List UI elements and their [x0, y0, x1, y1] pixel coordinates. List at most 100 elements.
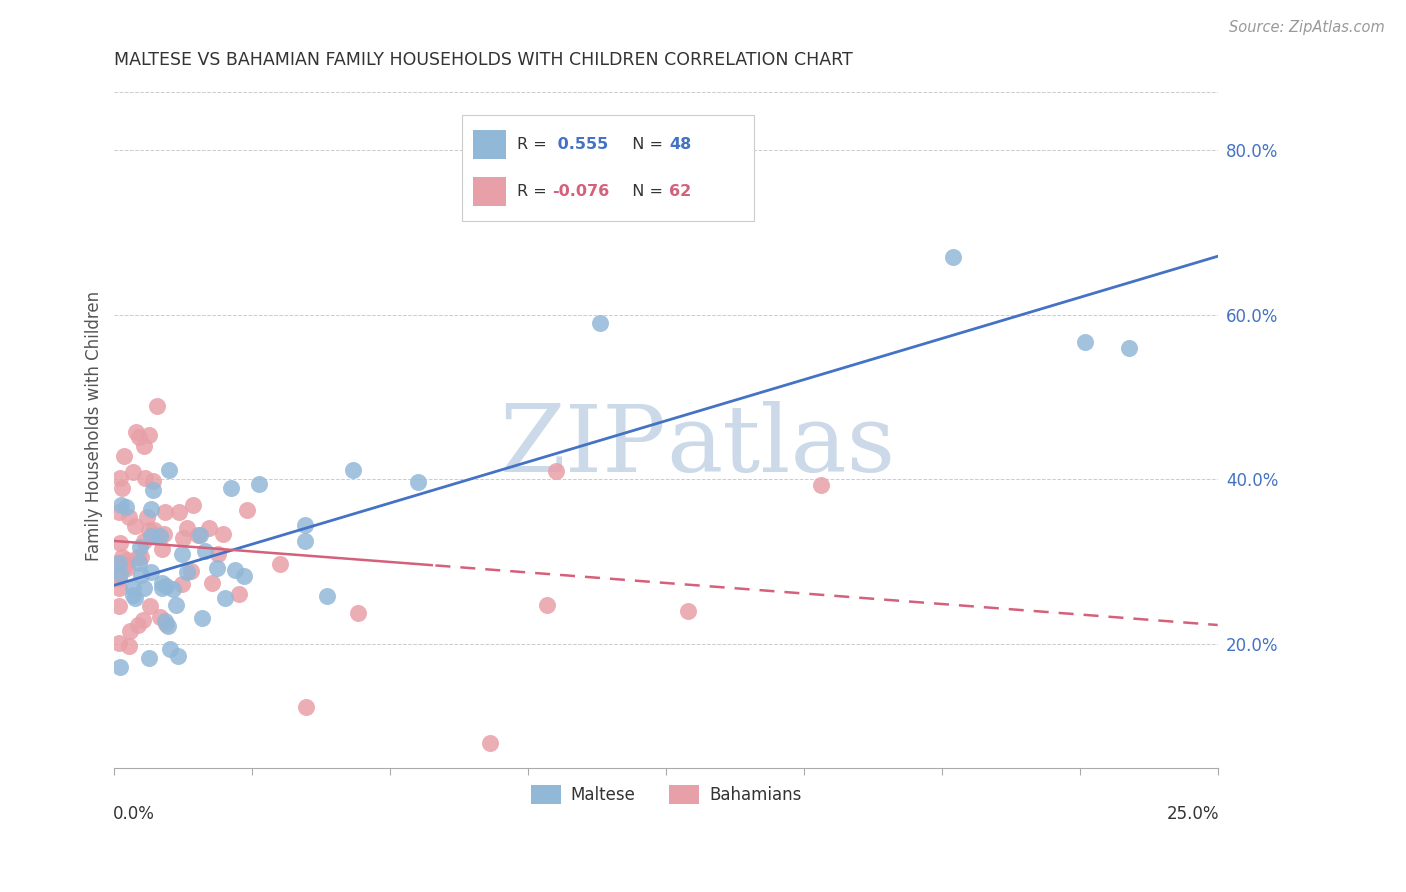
- Point: [138, 651, 160, 665]
- Point: [128, 556, 150, 570]
- Point: [134, 534, 156, 549]
- Point: [150, 575, 173, 590]
- Point: [176, 565, 198, 579]
- Point: [122, 581, 145, 595]
- Text: ZIP: ZIP: [499, 401, 666, 491]
- Point: [108, 535, 131, 549]
- Point: [191, 610, 214, 624]
- Point: [295, 700, 318, 714]
- Point: [141, 483, 163, 497]
- Point: [127, 549, 149, 564]
- Point: [108, 599, 131, 613]
- Point: [676, 604, 699, 618]
- Text: atlas: atlas: [666, 401, 896, 491]
- Point: [478, 736, 501, 750]
- Point: [247, 476, 270, 491]
- Point: [111, 549, 134, 564]
- Point: [117, 553, 139, 567]
- Point: [134, 582, 156, 596]
- Point: [188, 527, 211, 541]
- Point: [162, 582, 184, 596]
- Point: [114, 558, 136, 573]
- Text: 0.555: 0.555: [553, 137, 609, 152]
- Point: [232, 569, 254, 583]
- Legend: Maltese, Bahamians: Maltese, Bahamians: [524, 778, 808, 811]
- Point: [139, 565, 162, 579]
- Point: [149, 529, 172, 543]
- Point: [236, 502, 259, 516]
- Text: MALTESE VS BAHAMIAN FAMILY HOUSEHOLDS WITH CHILDREN CORRELATION CHART: MALTESE VS BAHAMIAN FAMILY HOUSEHOLDS WI…: [114, 51, 853, 69]
- Point: [139, 599, 162, 614]
- Point: [187, 528, 209, 542]
- Point: [132, 613, 155, 627]
- Point: [224, 563, 246, 577]
- Point: [198, 520, 221, 534]
- Text: N =: N =: [621, 184, 668, 199]
- Point: [228, 587, 250, 601]
- Point: [131, 567, 153, 582]
- Point: [111, 482, 134, 496]
- Point: [136, 510, 159, 524]
- Point: [942, 250, 965, 264]
- Point: [108, 556, 131, 570]
- Point: [118, 510, 141, 524]
- Point: [180, 564, 202, 578]
- Point: [142, 523, 165, 537]
- Point: [1118, 341, 1140, 355]
- Point: [166, 649, 188, 664]
- Point: [124, 591, 146, 605]
- FancyBboxPatch shape: [463, 115, 754, 221]
- Point: [201, 576, 224, 591]
- Point: [132, 440, 155, 454]
- Point: [122, 465, 145, 479]
- Point: [176, 521, 198, 535]
- Point: [153, 527, 176, 541]
- Point: [536, 598, 558, 612]
- Point: [589, 316, 612, 330]
- Text: N =: N =: [621, 137, 668, 152]
- Point: [316, 589, 339, 603]
- Point: [108, 567, 131, 582]
- Point: [108, 636, 131, 650]
- Text: Source: ZipAtlas.com: Source: ZipAtlas.com: [1229, 20, 1385, 35]
- FancyBboxPatch shape: [472, 130, 506, 159]
- Point: [124, 519, 146, 533]
- Point: [165, 598, 187, 612]
- Text: 25.0%: 25.0%: [1167, 805, 1219, 823]
- Point: [269, 558, 291, 572]
- Point: [134, 471, 156, 485]
- Point: [181, 498, 204, 512]
- Point: [159, 463, 181, 477]
- Point: [110, 659, 132, 673]
- Point: [142, 474, 165, 488]
- Point: [128, 430, 150, 444]
- Point: [108, 505, 131, 519]
- Point: [146, 399, 169, 413]
- Point: [108, 581, 131, 595]
- Point: [346, 606, 368, 620]
- Point: [194, 543, 217, 558]
- Point: [125, 425, 148, 439]
- Y-axis label: Family Households with Children: Family Households with Children: [86, 291, 103, 561]
- Point: [110, 498, 132, 512]
- FancyBboxPatch shape: [472, 177, 506, 205]
- Point: [810, 478, 832, 492]
- Point: [219, 481, 242, 495]
- Point: [138, 523, 160, 537]
- Point: [342, 463, 364, 477]
- Point: [129, 549, 152, 564]
- Point: [141, 529, 163, 543]
- Point: [115, 561, 138, 575]
- Point: [406, 475, 429, 489]
- Point: [129, 540, 152, 554]
- Point: [159, 642, 181, 657]
- Point: [127, 618, 149, 632]
- Point: [138, 427, 160, 442]
- Point: [114, 500, 136, 514]
- Point: [150, 541, 173, 556]
- Point: [205, 561, 228, 575]
- Point: [118, 639, 141, 653]
- Text: R =: R =: [517, 184, 553, 199]
- Point: [170, 576, 193, 591]
- Point: [170, 547, 193, 561]
